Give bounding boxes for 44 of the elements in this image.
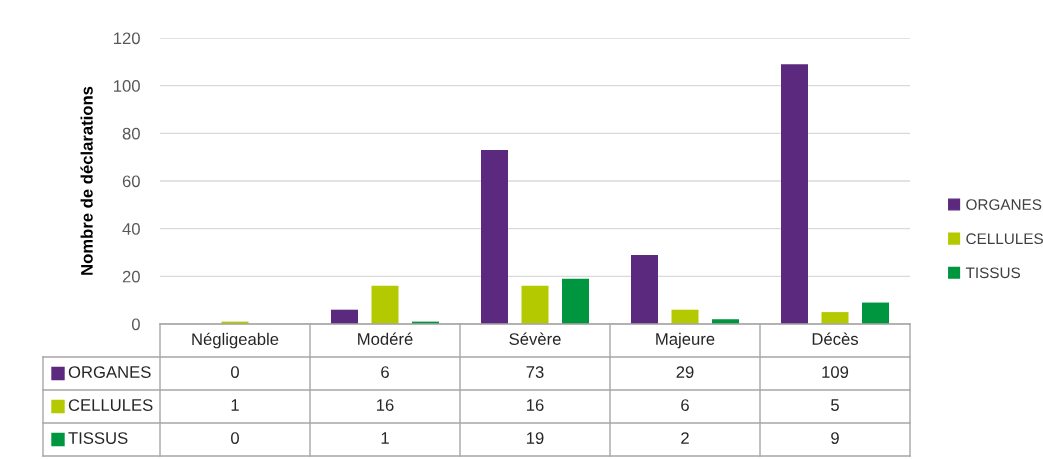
x-tick-label: Modéré xyxy=(358,332,413,345)
y-axis-title: Nombre de déclarations xyxy=(80,86,93,275)
y-tick-label: 120 xyxy=(114,32,140,45)
data-label: 0 xyxy=(231,432,239,444)
y-tick-label: 100 xyxy=(114,80,140,92)
data-label: 16 xyxy=(377,399,394,411)
legend-label: ORGANES xyxy=(966,199,1042,210)
x-tick-label: Sévère xyxy=(509,332,561,345)
y-tick-label: 40 xyxy=(122,223,140,235)
bar xyxy=(631,254,658,324)
data-label: 109 xyxy=(822,366,849,378)
text: TISSUS xyxy=(68,432,128,444)
bar xyxy=(481,150,508,324)
y-tick-label: 20 xyxy=(122,270,140,283)
y-tick-label: 0 xyxy=(131,318,140,331)
x-tick-label: Négligeable xyxy=(192,332,279,349)
bar xyxy=(821,312,849,324)
legend-label: TISSUS xyxy=(965,267,1021,279)
data-label: 6 xyxy=(381,366,389,378)
bar xyxy=(371,285,399,324)
bar xyxy=(781,64,808,324)
data-label: 9 xyxy=(831,432,839,444)
data-label: 5 xyxy=(831,399,839,411)
data-label: 1 xyxy=(231,399,239,411)
text: CELLULES xyxy=(966,233,1043,245)
data-label: 73 xyxy=(526,366,544,378)
data-label: 2 xyxy=(681,432,689,444)
x-tick-label: Majeure xyxy=(656,332,715,349)
data-label: 29 xyxy=(676,366,694,378)
x-tick-label: Décès xyxy=(812,332,859,345)
bar xyxy=(671,309,699,324)
bar xyxy=(521,285,549,324)
data-label: 6 xyxy=(681,399,689,411)
data-label: 16 xyxy=(527,399,544,411)
legend-label: CELLULES xyxy=(68,399,153,411)
bar xyxy=(562,278,589,324)
y-tick-label: 60 xyxy=(122,175,140,188)
bar xyxy=(331,309,358,324)
bar xyxy=(862,302,889,324)
y-tick-label: 80 xyxy=(122,127,140,140)
data-label: 1 xyxy=(381,432,389,444)
text: ORGANES xyxy=(68,366,151,378)
data-label: 19 xyxy=(527,432,544,444)
data-label: 0 xyxy=(231,366,239,378)
